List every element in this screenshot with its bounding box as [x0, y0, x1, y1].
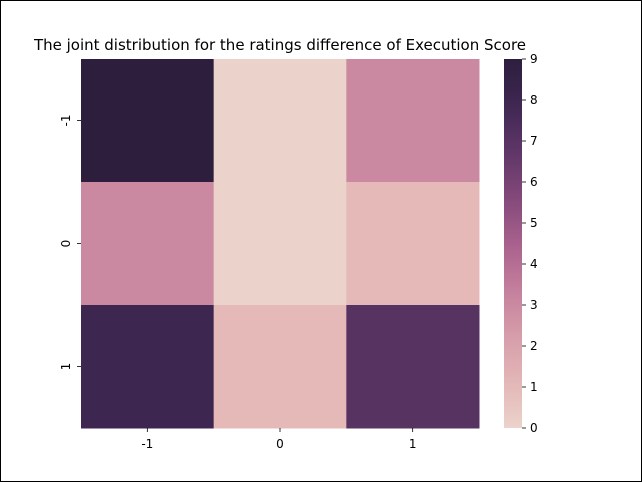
x-tick-label: 0 — [276, 437, 284, 451]
colorbar-tick-label: 0 — [530, 421, 538, 435]
heatmap-cell — [346, 182, 480, 306]
colorbar-tick-label: 7 — [530, 134, 538, 148]
colorbar-tick-label: 9 — [530, 52, 538, 66]
heatmap-cell — [213, 305, 347, 429]
colorbar-tick-label: 4 — [530, 257, 538, 271]
colorbar-tick-label: 1 — [530, 380, 538, 394]
colorbar-tick-label: 6 — [530, 175, 538, 189]
colorbar-tick-label: 8 — [530, 93, 538, 107]
heatmap-cell — [213, 59, 347, 183]
heatmap-cell — [346, 59, 480, 183]
colorbar-tick-label: 3 — [530, 298, 538, 312]
y-axis-ticks: -1 0 1 — [59, 115, 81, 371]
heatmap-cell — [81, 305, 215, 429]
y-tick-label: 0 — [59, 240, 73, 248]
x-tick-label: 1 — [409, 437, 417, 451]
heatmap-cell — [346, 305, 480, 429]
chart-title: The joint distribution for the ratings d… — [33, 36, 526, 54]
x-axis-ticks: -1 0 1 — [141, 428, 416, 451]
colorbar: 0 1 2 3 4 5 6 7 8 9 — [504, 52, 538, 435]
heatmap-cell — [81, 59, 215, 183]
colorbar-gradient — [504, 59, 522, 428]
colorbar-tick-label: 5 — [530, 216, 538, 230]
y-tick-label: 1 — [59, 363, 73, 371]
heatmap-cell — [213, 182, 347, 306]
heatmap-cells — [81, 59, 480, 429]
colorbar-tick-label: 2 — [530, 339, 538, 353]
x-tick-label: -1 — [141, 437, 153, 451]
heatmap-cell — [81, 182, 215, 306]
y-tick-label: -1 — [59, 115, 73, 127]
